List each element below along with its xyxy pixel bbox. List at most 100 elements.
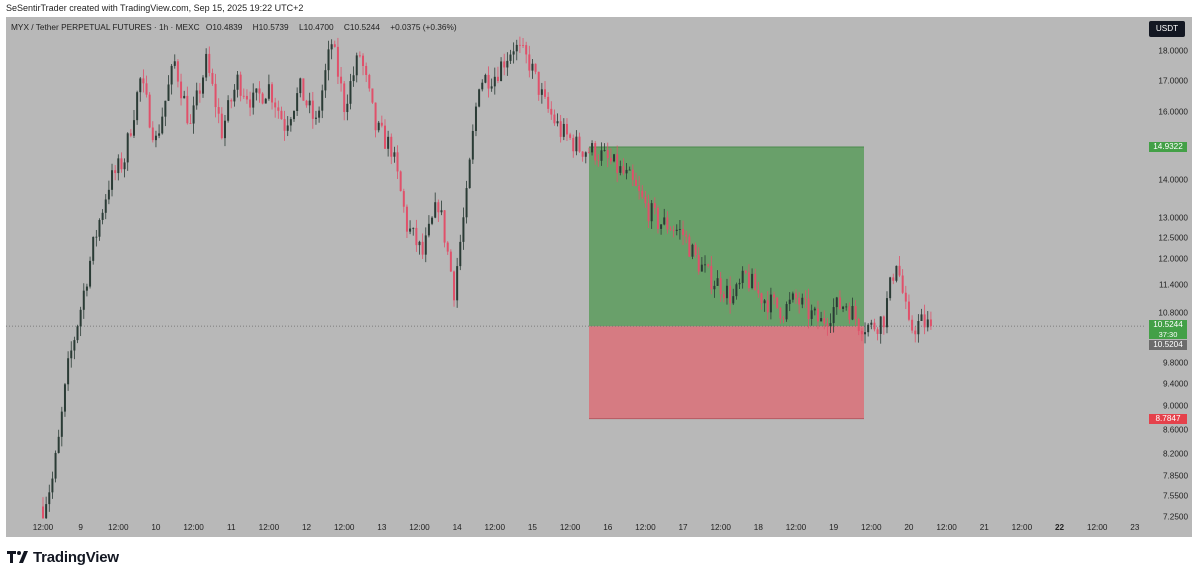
candle-body [572, 137, 575, 152]
time-tick: 19 [829, 523, 839, 532]
price-tick: 17.0000 [1158, 76, 1188, 86]
time-tick: 15 [527, 523, 537, 532]
candle-body [851, 305, 854, 320]
candle-body [537, 71, 540, 95]
candle-body [719, 278, 722, 295]
candle-body [412, 227, 415, 229]
candle-body [575, 136, 578, 152]
candle-body [556, 121, 559, 124]
candle-body [807, 298, 810, 319]
time-tick: 12:00 [32, 523, 54, 532]
candle-body [631, 169, 634, 180]
candle-body [252, 92, 255, 108]
candle-body [638, 185, 641, 191]
candle-body [249, 99, 252, 108]
candle-body [547, 96, 550, 109]
candle-body [587, 152, 590, 154]
time-tick: 12:00 [484, 523, 506, 532]
candle-body [518, 44, 521, 46]
candle-body [468, 159, 471, 189]
candle-body [901, 275, 904, 293]
candle-body [333, 44, 336, 47]
time-tick: 12:00 [1011, 523, 1033, 532]
price-tick: 8.2000 [1162, 449, 1188, 459]
candle-body [864, 332, 867, 335]
candle-body [352, 75, 355, 82]
candle-body [67, 358, 70, 385]
candle-body [198, 90, 201, 94]
candle-body [211, 72, 214, 84]
candle-body [747, 272, 750, 289]
candle-body [650, 203, 653, 222]
candle-body [669, 229, 672, 231]
time-axis[interactable]: 12:00 9 12:00 10 12:00 11 12:00 12 12:00 13 12:00 1… [6, 519, 1146, 537]
candle-body [305, 100, 308, 106]
time-tick: 12:00 [710, 523, 731, 532]
candle-body [484, 74, 487, 83]
candle-body [895, 265, 898, 281]
time-tick: 13 [377, 523, 387, 532]
candle-body [139, 78, 142, 93]
price-tick: 12.0000 [1158, 254, 1188, 264]
candle-body [672, 230, 675, 231]
candle-body [192, 105, 195, 124]
candle-body [622, 166, 625, 174]
candle-body [173, 61, 176, 66]
candle-body [223, 120, 226, 139]
candle-body [760, 293, 763, 304]
candle-body [443, 210, 446, 243]
candle-body [264, 98, 267, 104]
candle-body [42, 506, 44, 519]
candle-body [164, 100, 167, 117]
candle-body [421, 241, 424, 255]
candle-body [879, 316, 882, 334]
candle-body [798, 297, 801, 305]
candle-body [904, 292, 907, 302]
candle-body [835, 297, 838, 308]
symbol-title[interactable]: MYX / Tether PERPETUAL FUTURES · 1h · ME… [11, 22, 200, 32]
candle-body [456, 266, 459, 301]
time-tick: 12:00 [258, 523, 280, 532]
candle-body [180, 81, 183, 99]
candle-body [145, 83, 148, 95]
candle-body [48, 492, 51, 505]
candle-body [873, 322, 876, 330]
candle-body [584, 152, 587, 157]
candle-body [581, 151, 584, 157]
candle-body [98, 219, 101, 237]
candle-body [92, 236, 95, 261]
candle-body [506, 60, 509, 68]
candle-body [641, 190, 644, 197]
stop-loss-badge: 8.7847 [1149, 413, 1187, 424]
candle-body [327, 49, 330, 71]
candle-body [923, 314, 926, 328]
candle-body [832, 307, 835, 324]
candle-body [54, 452, 57, 479]
candle-body [569, 134, 572, 138]
candle-body [286, 125, 289, 131]
candle-body [666, 217, 669, 230]
price-axis[interactable]: USDT 18.0000 17.0000 16.0000 14.0000 13.0000… [1146, 17, 1192, 537]
candle-body [597, 160, 600, 162]
candle-body [205, 53, 208, 78]
time-tick: 22 [1054, 523, 1065, 532]
candle-body [647, 203, 650, 222]
candle-body [393, 152, 396, 157]
candle-body [911, 319, 914, 331]
tradingview-logo[interactable]: TradingView [7, 547, 119, 567]
candle-body [362, 55, 365, 66]
time-tick: 9 [78, 523, 83, 532]
time-tick: 12:00 [936, 523, 957, 532]
candle-body [776, 297, 779, 308]
candle-body [440, 210, 443, 213]
candle-body [418, 241, 421, 246]
candle-body [534, 63, 537, 72]
candle-body [882, 316, 885, 328]
currency-button[interactable]: USDT [1149, 21, 1185, 37]
time-tick: 12:00 [183, 523, 204, 532]
candle-body [195, 90, 198, 106]
candle-body [773, 294, 776, 298]
chart-canvas[interactable] [6, 17, 1146, 519]
candle-body [594, 143, 597, 161]
candle-body [854, 305, 857, 319]
